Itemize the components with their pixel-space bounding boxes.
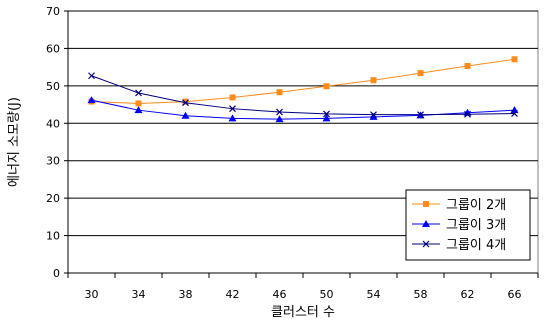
data-point xyxy=(417,70,424,77)
legend-marker xyxy=(422,220,430,227)
data-point xyxy=(370,111,377,119)
data-point xyxy=(276,89,283,96)
y-tick-labels: 0 10 20 30 40 50 60 70 xyxy=(46,5,69,280)
y-tick-label: 30 xyxy=(46,155,60,168)
data-point xyxy=(322,114,331,122)
data-point xyxy=(323,110,330,118)
x-tick-label: 66 xyxy=(508,288,522,301)
series-3 xyxy=(88,72,518,119)
data-point xyxy=(511,56,518,63)
legend-label: 그룹이 3개 xyxy=(446,218,506,233)
legend-marker xyxy=(422,240,430,248)
data-point xyxy=(135,89,142,97)
y-tick-label: 60 xyxy=(46,42,60,55)
legend-label: 그룹이 4개 xyxy=(446,238,506,253)
y-tick-label: 70 xyxy=(46,5,60,18)
data-point xyxy=(229,105,236,113)
data-point xyxy=(134,106,143,114)
x-axis-title: 클러스터 수 xyxy=(271,305,335,320)
data-point xyxy=(88,72,95,80)
x-tick-label: 38 xyxy=(179,288,193,301)
legend-item: 그룹이 2개 xyxy=(412,198,506,213)
x-tick-label: 50 xyxy=(320,288,334,301)
data-point xyxy=(511,110,518,117)
data-point xyxy=(323,83,330,90)
data-point xyxy=(275,115,284,123)
data-point xyxy=(181,111,190,119)
data-point xyxy=(135,100,142,107)
data-point xyxy=(370,77,377,84)
data-point xyxy=(464,110,471,118)
legend-item: 그룹이 4개 xyxy=(412,238,506,253)
legend-marker xyxy=(423,201,429,207)
data-point xyxy=(182,98,189,105)
data-point xyxy=(276,108,283,116)
x-tick-label: 34 xyxy=(132,288,146,301)
x-tick-label: 62 xyxy=(461,288,475,301)
y-tick-label: 50 xyxy=(46,80,60,93)
series-line xyxy=(91,58,515,104)
x-tick-label: 58 xyxy=(414,288,428,301)
data-point xyxy=(228,114,237,122)
data-point xyxy=(229,94,236,101)
x-tick-label: 42 xyxy=(226,288,240,301)
series-lines xyxy=(87,56,519,123)
y-tick-label: 40 xyxy=(46,117,60,130)
y-tick-label: 10 xyxy=(46,230,60,243)
y-tick-label: 20 xyxy=(46,192,60,205)
x-tick-label: 30 xyxy=(85,288,99,301)
legend-item: 그룹이 3개 xyxy=(412,218,506,233)
data-point xyxy=(369,112,378,120)
series-line xyxy=(91,75,515,116)
legend-label: 그룹이 2개 xyxy=(446,198,506,213)
data-point xyxy=(87,96,96,104)
x-tick-label: 54 xyxy=(367,288,381,301)
x-tick-label: 46 xyxy=(273,288,287,301)
y-tick-label: 0 xyxy=(53,267,60,280)
data-point xyxy=(417,111,424,119)
x-tick-labels: 30 34 38 42 46 50 54 58 62 66 xyxy=(67,272,539,301)
y-axis-title: 에너지 소모량(J) xyxy=(7,97,22,187)
data-point xyxy=(182,99,189,107)
data-point xyxy=(464,63,471,70)
